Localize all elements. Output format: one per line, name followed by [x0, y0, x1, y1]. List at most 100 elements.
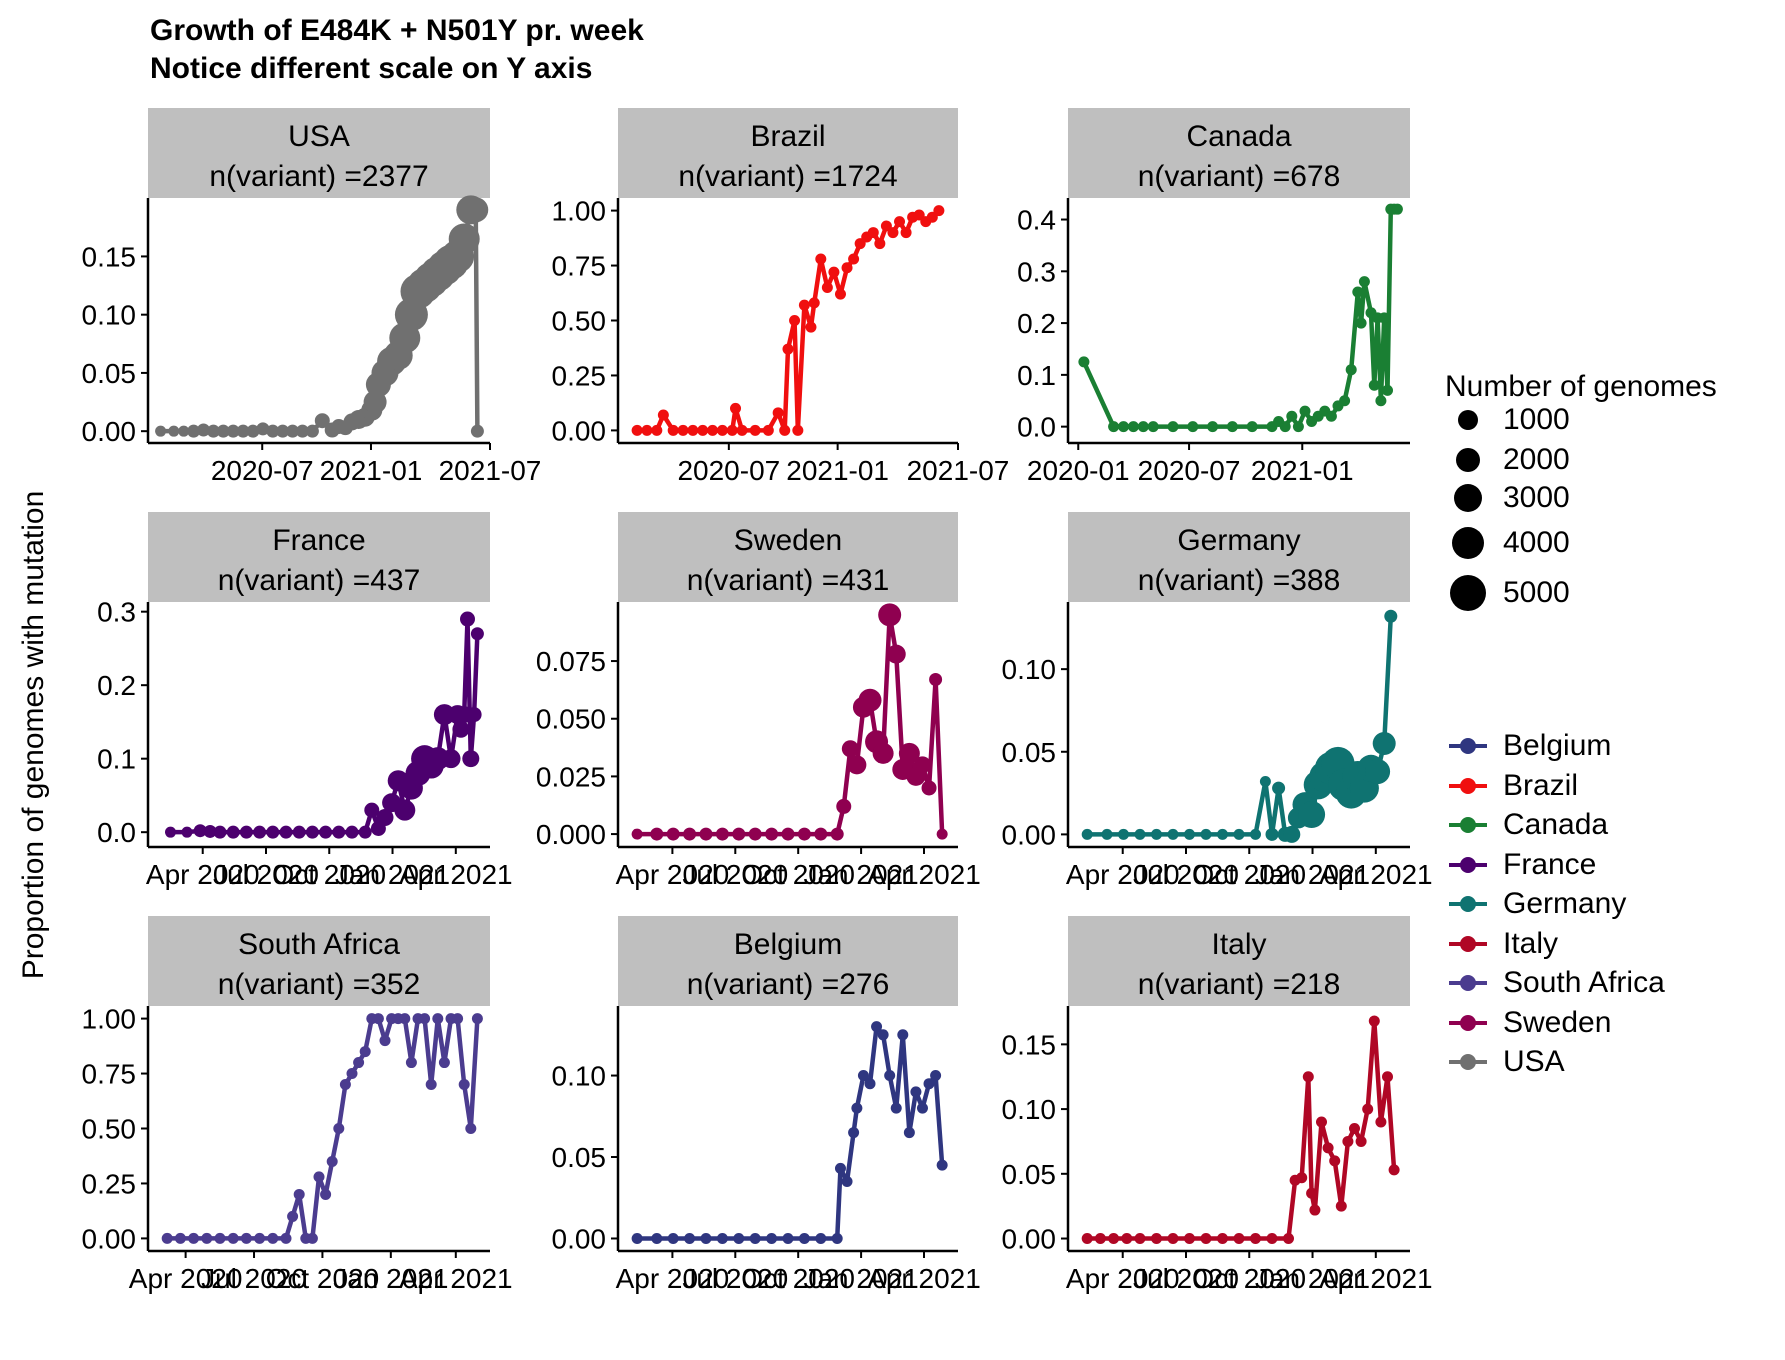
data-point: [762, 424, 774, 436]
data-point: [1121, 1233, 1133, 1245]
data-point: [1335, 1200, 1347, 1212]
y-tick-label: 0.05: [552, 1142, 607, 1173]
size-legend-dot: [1450, 575, 1486, 611]
data-point: [1325, 410, 1337, 422]
data-point: [1200, 828, 1212, 840]
color-legend-item: Canada: [1445, 807, 1608, 843]
facet-strip-count: n(variant) =276: [687, 968, 890, 1001]
data-point: [267, 1232, 279, 1244]
y-tick-label: 1.00: [82, 1004, 137, 1035]
data-point: [460, 611, 475, 627]
y-tick-label: 0.3: [1017, 256, 1056, 287]
data-point: [697, 424, 709, 436]
data-point: [631, 1232, 643, 1244]
data-point: [372, 1013, 384, 1025]
data-point: [458, 1079, 470, 1091]
data-point: [687, 424, 699, 436]
facet-strip-count: n(variant) =437: [218, 564, 421, 597]
y-tick-label: 0.05: [1002, 737, 1057, 768]
facet-brazil: Brazil n(variant) =1724 0.00 0.25 0.50 0.75 1.…: [552, 108, 1009, 486]
facet-strip-count: n(variant) =2377: [209, 160, 428, 193]
data-point: [193, 824, 207, 838]
color-legend-item: France: [1445, 847, 1596, 883]
data-point: [314, 413, 330, 429]
data-point: [339, 1079, 351, 1091]
x-tick-label: Jan 2021: [1255, 859, 1370, 890]
data-point: [1108, 421, 1120, 433]
x-tick-label: 2020-07: [1138, 455, 1241, 486]
y-tick-label: 0.0: [97, 817, 136, 848]
data-point: [1362, 1103, 1374, 1115]
data-point: [462, 750, 480, 768]
facet-italy: Italy n(variant) =218 0.00 0.05 0.10 0.15 Apr …: [1002, 916, 1433, 1294]
data-point: [466, 707, 482, 723]
data-point: [884, 1070, 896, 1082]
facet-strip-country: South Africa: [238, 928, 400, 961]
color-legend-item: Italy: [1445, 926, 1558, 962]
data-point: [305, 825, 319, 839]
data-point: [836, 798, 852, 814]
facet-strip-country: Germany: [1177, 524, 1300, 557]
data-point: [916, 1102, 928, 1114]
data-point: [1101, 828, 1113, 840]
data-point: [296, 424, 309, 438]
data-point: [848, 253, 860, 265]
x-tick-label: 2021-01: [1251, 455, 1354, 486]
size-legend-title: Number of genomes: [1445, 370, 1717, 403]
data-point: [631, 828, 643, 840]
data-point: [1296, 1172, 1308, 1184]
data-point: [1217, 1233, 1228, 1245]
facet-strip: [618, 108, 958, 198]
data-point: [929, 673, 943, 687]
data-point: [227, 1232, 239, 1244]
data-point: [779, 424, 791, 436]
data-point: [834, 1162, 846, 1174]
data-point: [319, 825, 333, 839]
data-point: [792, 424, 804, 436]
data-point: [452, 720, 470, 738]
data-point: [677, 424, 689, 436]
y-tick-label: 0.05: [82, 358, 137, 389]
x-tick-label: Apr 2020: [1066, 859, 1180, 890]
data-point: [333, 1123, 345, 1134]
data-point: [841, 262, 853, 274]
data-point: [1233, 1233, 1245, 1245]
data-point: [1375, 1116, 1387, 1128]
data-point: [732, 827, 746, 841]
facet-strip-country: USA: [288, 120, 350, 153]
data-point: [1184, 1233, 1195, 1245]
data-point: [471, 1013, 483, 1025]
data-point: [1378, 312, 1390, 324]
data-point: [894, 216, 906, 228]
x-tick-label: Oct 2020: [741, 1263, 855, 1294]
data-point: [1134, 1233, 1146, 1245]
size-legend-item: 3000: [1445, 478, 1570, 518]
data-point: [1151, 1233, 1162, 1245]
data-point: [782, 343, 794, 355]
y-tick-label: 0.00: [1002, 819, 1057, 850]
data-point: [253, 825, 267, 839]
data-point: [1309, 1204, 1321, 1216]
y-tick-label: 0.00: [82, 416, 137, 447]
facet-south-africa: South Africa n(variant) =352 0.00 0.25 0.50 0…: [82, 916, 513, 1294]
facet-strip-count: n(variant) =352: [218, 968, 421, 1001]
color-legend-swatch: [1445, 847, 1491, 883]
color-legend-swatch: [1445, 926, 1491, 962]
color-legend-label: France: [1503, 847, 1597, 881]
color-legend-swatch: [1445, 1044, 1491, 1080]
data-point: [874, 238, 886, 250]
data-point: [441, 749, 461, 769]
facet-strip: [148, 916, 490, 1006]
data-point: [1329, 1155, 1341, 1167]
data-point: [903, 1127, 915, 1139]
data-point: [306, 1232, 318, 1244]
x-tick-label: 2020-07: [211, 455, 314, 486]
x-tick-label: Apr 2021: [1319, 1263, 1433, 1294]
y-tick-label: 1.00: [552, 196, 607, 227]
y-tick-label: 0.10: [82, 300, 137, 331]
data-point: [898, 742, 920, 764]
series-line: [1087, 1018, 1397, 1241]
data-point: [1382, 384, 1393, 396]
x-tick-label: Apr 2021: [399, 1263, 513, 1294]
data-point: [936, 1159, 948, 1171]
